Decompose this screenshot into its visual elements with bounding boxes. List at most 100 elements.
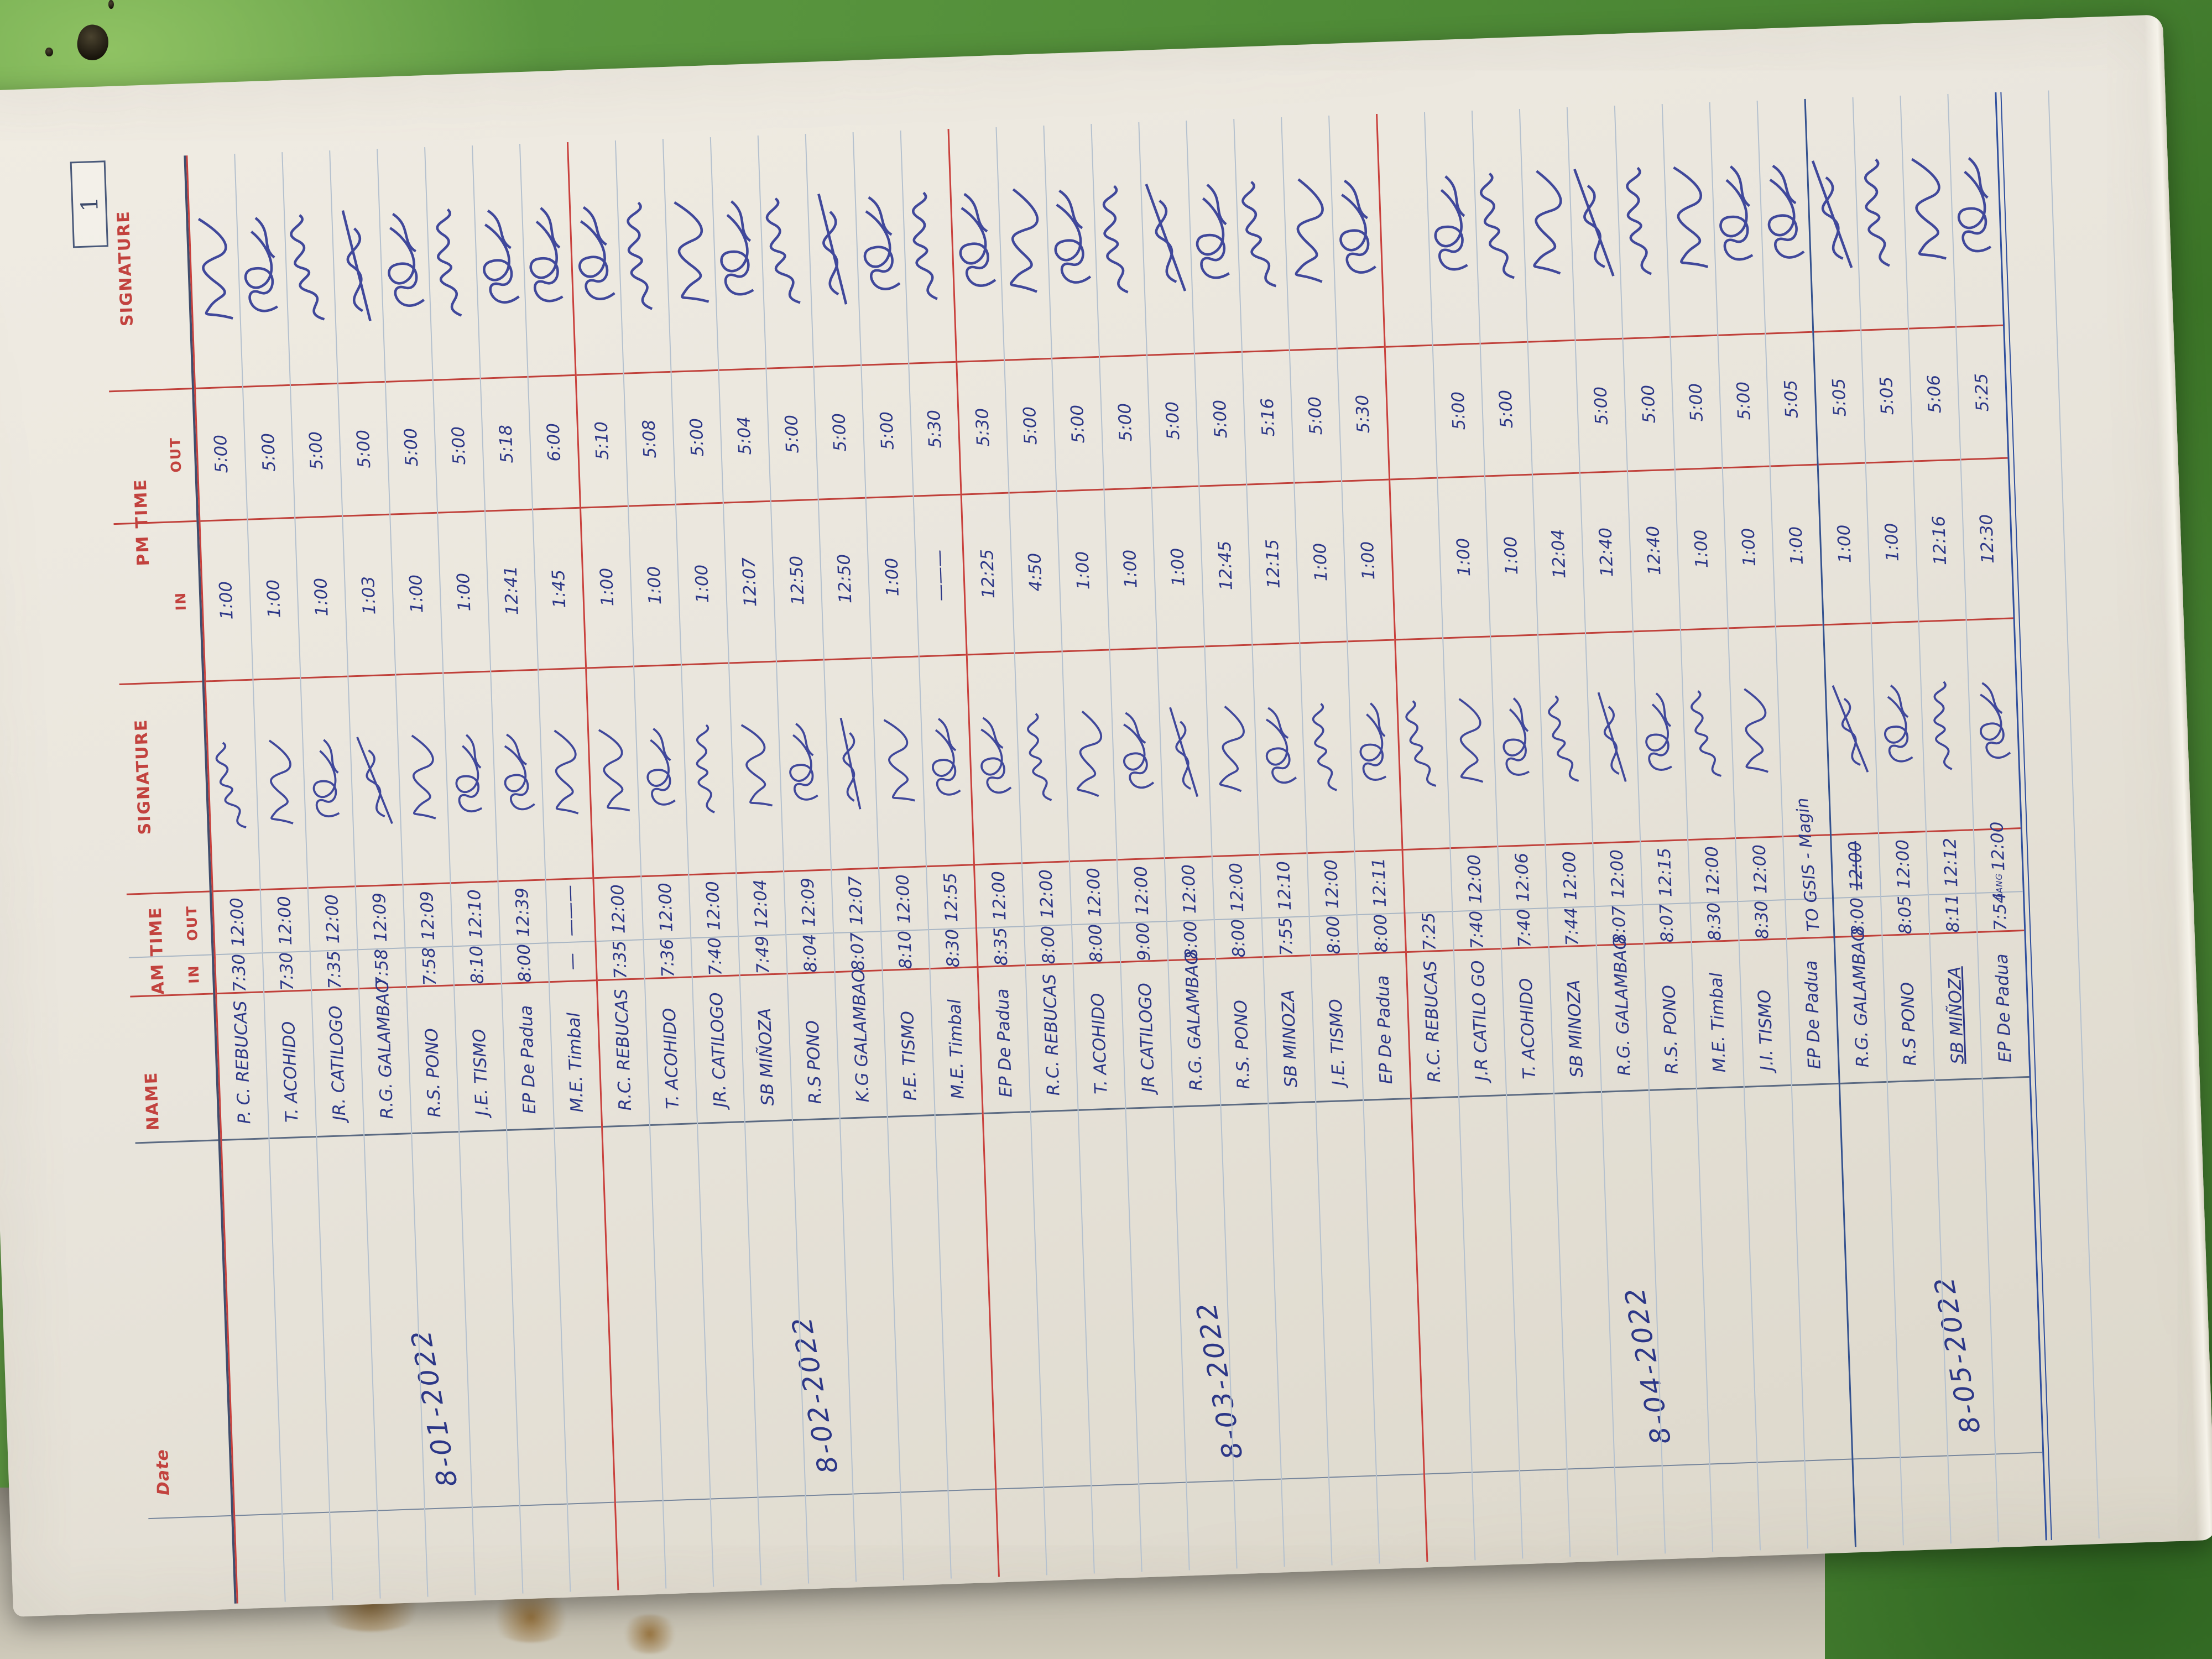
margin-cell: [520, 1503, 570, 1594]
signature-icon: [1639, 652, 1683, 820]
employee-name: M.E. Timbal: [549, 979, 602, 1128]
am-in-time: 8:00: [1167, 919, 1215, 960]
am-in-time: 7:25: [1405, 911, 1453, 952]
am-out-time: 12:55: [926, 864, 975, 930]
am-out-value: 12:00: [1987, 821, 2009, 872]
employee-name: EP De Padua: [502, 981, 554, 1130]
table-body: 8-01-2022 P. C. REBUCAS 7:30 12:00 1:00 …: [186, 92, 2046, 1604]
pm-out-time: 6:00: [528, 374, 580, 509]
signature-icon: [1001, 149, 1047, 336]
pm-out-time: 5:00: [671, 369, 723, 504]
employee-name: R.G. GALAMBAO: [1168, 951, 1220, 1106]
am-signature-cell: [539, 667, 593, 879]
am-out-value: 12:09: [797, 877, 820, 928]
am-out-time: 12:09: [784, 869, 833, 935]
am-out-value: 12:00: [893, 874, 915, 925]
signature-icon: [1450, 659, 1491, 826]
signature-icon: [260, 700, 301, 867]
am-out-time: 12:00: [1688, 837, 1738, 903]
margin-cell: [235, 1513, 285, 1604]
pm-in-time: 1:00: [676, 502, 728, 664]
signature-icon: [1496, 657, 1540, 825]
pm-signature-cell: [1378, 112, 1432, 346]
am-out-label: OUT: [183, 905, 201, 941]
pm-signature-cell: [1663, 102, 1718, 336]
am-signature-cell: [872, 655, 926, 868]
pm-out-time: 5:00: [243, 384, 295, 519]
pm-in-time: 1:00: [1295, 480, 1347, 643]
employee-name: R.S PONO: [1882, 933, 1934, 1081]
pm-out-time: 5:30: [909, 361, 961, 495]
am-signature-cell: [396, 672, 450, 884]
pm-in-time: 12:41: [486, 508, 538, 671]
am-in-time: 8:00: [500, 942, 549, 983]
am-out-value: 12:00: [1845, 841, 1867, 891]
am-in-time: 7:35: [310, 949, 359, 990]
am-out-value: 12:09: [417, 890, 439, 941]
margin-cell: [425, 1506, 475, 1597]
am-out-time: 12:11: [1355, 849, 1404, 915]
employee-name: SB MINOZA: [1549, 945, 1601, 1093]
am-in-time: 8:04: [786, 932, 834, 973]
am-in-time: 8:30: [1691, 901, 1739, 942]
am-signature-cell: [1252, 642, 1307, 854]
employee-name: R.C. REBUCAS: [1406, 950, 1459, 1098]
employee-name: SB MIÑOZA: [1930, 931, 1982, 1079]
signature-icon: [1067, 672, 1112, 839]
am-out-value: 12:00: [1606, 849, 1629, 899]
pm-out-time: 5:10: [576, 372, 628, 507]
am-in-time: 8:00: [1024, 924, 1073, 965]
attendance-table: 1 Date NAME AM TIME IN OUT SIGNATURE PM …: [70, 90, 2100, 1606]
am-out-value: 12:00: [227, 897, 249, 948]
date-group: 8-02-2022 R.C. REBUCAS 7:35 12:00 1:00 5…: [566, 129, 998, 1590]
employee-name: R.S. PONO: [1216, 956, 1268, 1104]
signature-icon: [967, 675, 1022, 844]
pm-in-time: 12:04: [1532, 472, 1585, 634]
signature-icon: [620, 163, 666, 349]
signature-icon: [1680, 650, 1735, 819]
am-signature-cell: [1871, 620, 1926, 833]
pm-in-time: 12:16: [1913, 458, 1966, 621]
am-out-value: 12:00: [607, 884, 629, 935]
am-in-time: 8:00: [1833, 896, 1882, 936]
am-signature-cell: [1585, 630, 1640, 843]
am-signature-cell: [444, 670, 498, 883]
am-in-time: 8:00: [1214, 917, 1263, 958]
employee-name: R.S. PONO: [1644, 941, 1696, 1089]
am-out-time: 12:39: [498, 879, 547, 945]
am-out-time: 12:00: [1022, 860, 1071, 926]
pm-in-time: 12:50: [818, 497, 871, 659]
pm-out-time: 5:04: [719, 367, 770, 502]
pm-out-time: 5:00: [195, 385, 247, 520]
signature-icon: [1021, 674, 1062, 841]
pm-signature-cell: [473, 144, 528, 378]
signature-icon: [429, 169, 476, 356]
employee-name: J.I. TISMO: [1739, 938, 1791, 1086]
pm-out-time: 5:00: [290, 382, 342, 517]
pm-out-time: 5:00: [814, 364, 865, 499]
am-signature-cell: [967, 652, 1022, 864]
employee-name: R.S. PONO: [407, 984, 459, 1133]
signature-icon: [1823, 644, 1879, 813]
am-out-value: 12:00: [988, 870, 1010, 921]
signature-icon: [239, 176, 286, 362]
am-in-time: 7:35: [596, 939, 644, 980]
am-out-value: 12:00: [1036, 869, 1058, 919]
pm-out-time: 5:00: [862, 362, 913, 497]
margin-cell: [472, 1505, 523, 1595]
pm-out-time: 5:00: [1290, 347, 1342, 482]
pm-in-time: 1:00: [1104, 487, 1157, 649]
margin-cell: [997, 1486, 1046, 1577]
pm-in-time: 1:00: [248, 517, 300, 679]
margin-cell: [378, 1508, 427, 1599]
pm-in-time: 1:00: [1057, 488, 1109, 651]
margin-cell: [1520, 1468, 1570, 1559]
signature-icon: [448, 693, 493, 861]
pm-out-time: 5:00: [1433, 342, 1484, 477]
signature-icon: [1252, 665, 1307, 834]
margin-cell: [330, 1510, 380, 1600]
am-signature-cell: [348, 674, 403, 886]
am-out-value: 12:00: [1321, 859, 1343, 909]
employee-name: EP De Padua: [1978, 930, 2030, 1078]
signature-icon: [1735, 649, 1776, 816]
